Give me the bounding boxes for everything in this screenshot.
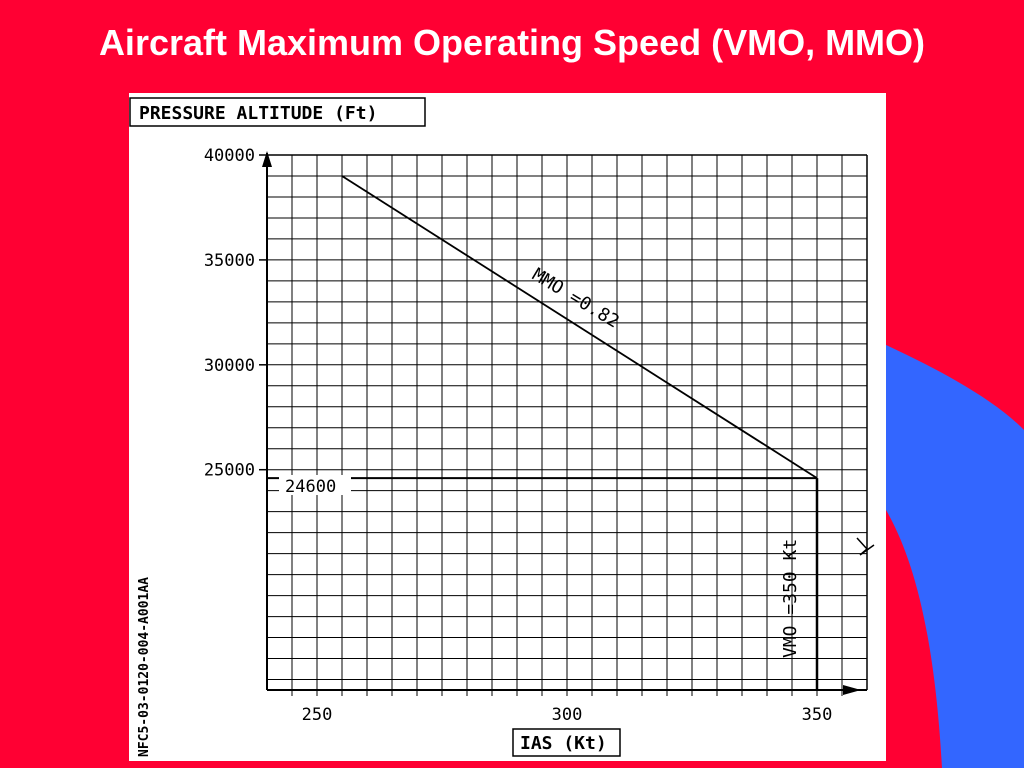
reference-label-group: 24600: [279, 475, 351, 497]
reference-line-label: 24600: [285, 477, 336, 497]
y-tick-label: 35000: [204, 251, 255, 271]
mmo-series-label: MMO =0.82: [528, 264, 622, 332]
y-tick-label: 25000: [204, 461, 255, 481]
reference-label-box: [279, 475, 351, 495]
chart-ticks: 25000 30000 35000 40000 250 300 350: [204, 146, 843, 725]
chart-grid: [267, 155, 867, 690]
vmo-series-label: VMO =350 Kt: [780, 539, 801, 658]
x-axis-arrow: [843, 685, 861, 695]
chart-axes: [262, 151, 868, 695]
mmo-line: [341, 175, 818, 479]
y-tick-label: 40000: [204, 146, 255, 166]
reference-code: NFC5-03-0120-004-A001AA: [137, 577, 152, 757]
slide-title: Aircraft Maximum Operating Speed (VMO, M…: [98, 22, 926, 63]
blue-swoosh-shape: [886, 345, 1024, 768]
x-tick-label: 300: [552, 705, 583, 725]
y-axis-label: PRESSURE ALTITUDE (Ft): [139, 103, 377, 124]
y-axis-label-box: [129, 97, 426, 127]
y-tick-label: 30000: [204, 356, 255, 376]
x-axis-label-box: [512, 728, 621, 757]
y-axis-arrow: [262, 151, 272, 167]
chart-series: [267, 175, 819, 690]
x-axis-label: IAS (Kt): [520, 733, 607, 754]
axis-break-symbol: [856, 537, 875, 556]
x-tick-label: 250: [302, 705, 333, 725]
altitude-speed-chart: 25000 30000 35000 40000 250 300 350 PRESSURE A…: [129, 97, 875, 757]
chart-panel: 25000 30000 35000 40000 250 300 350 PRESSURE A…: [129, 93, 886, 761]
x-tick-label: 350: [802, 705, 833, 725]
